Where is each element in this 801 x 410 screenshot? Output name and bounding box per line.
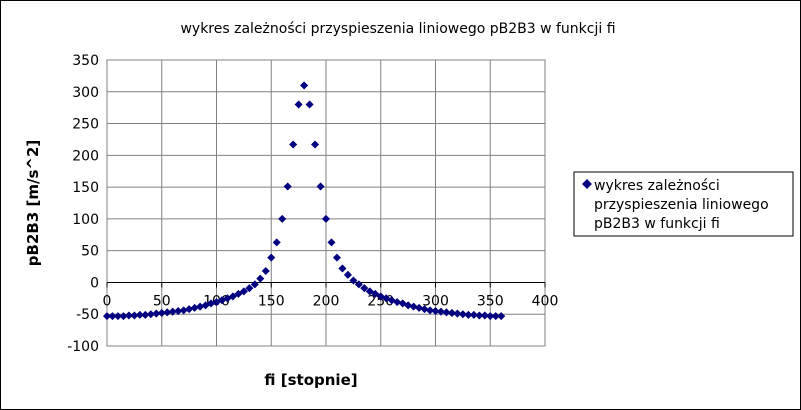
data-point — [228, 292, 237, 301]
data-point — [316, 182, 325, 191]
x-tick-label: 50 — [153, 293, 171, 309]
data-point — [387, 296, 396, 305]
y-tick-label: -100 — [67, 339, 99, 355]
data-point — [311, 140, 320, 149]
legend-entry: wykres zależności przyspieszenia linioweg… — [594, 178, 769, 232]
data-point — [436, 307, 445, 316]
x-axis-line — [106, 281, 546, 288]
data-point — [289, 140, 298, 149]
legend-marker — [582, 179, 592, 189]
data-point — [272, 238, 281, 247]
data-point — [343, 270, 352, 279]
data-point — [256, 274, 265, 283]
data-point — [491, 312, 500, 321]
y-tick-label: 350 — [72, 53, 99, 69]
data-point — [480, 311, 489, 320]
data-point — [305, 100, 314, 109]
data-point — [124, 311, 133, 320]
y-tick-label: -50 — [76, 307, 99, 323]
data-point — [234, 289, 243, 298]
data-point — [102, 312, 112, 321]
data-point — [267, 253, 276, 262]
y-tick-label: 300 — [72, 85, 99, 101]
x-tick-label: 400 — [532, 293, 559, 309]
y-tick-label: 0 — [90, 275, 99, 291]
data-point — [354, 280, 363, 289]
data-point — [371, 289, 380, 298]
data-point — [409, 302, 418, 311]
data-point — [404, 301, 413, 310]
y-tick-labels: 350 300 250 200 150 100 50 0 -50 -100 — [67, 53, 99, 355]
data-point — [415, 303, 424, 312]
data-point — [349, 276, 358, 285]
data-point — [239, 287, 248, 296]
data-point — [278, 214, 287, 223]
x-tick-label: 0 — [103, 293, 112, 309]
data-point — [294, 100, 303, 109]
data-point — [426, 306, 435, 315]
data-point — [135, 310, 144, 319]
data-point — [332, 253, 341, 262]
x-tick-label: 350 — [477, 293, 504, 309]
data-point — [431, 307, 440, 316]
x-tick-label: 150 — [258, 293, 285, 309]
data-point — [327, 238, 336, 247]
data-point — [464, 310, 473, 319]
data-point — [338, 264, 347, 273]
data-point — [486, 312, 495, 321]
x-tick-label: 300 — [422, 293, 449, 309]
data-point — [365, 287, 374, 296]
data-point — [113, 312, 122, 321]
legend-box — [573, 171, 794, 237]
data-point — [360, 284, 369, 293]
data-point — [497, 312, 506, 321]
data-point — [283, 182, 292, 191]
y-tick-label: 150 — [72, 180, 99, 196]
data-point — [245, 284, 254, 293]
data-point — [382, 294, 391, 303]
data-points — [102, 81, 506, 321]
chart-title: wykres zależności przyspieszenia liniowe… — [180, 21, 615, 37]
data-point — [475, 311, 484, 320]
data-point — [420, 305, 429, 314]
legend: wykres zależności przyspieszenia linioweg… — [573, 171, 794, 237]
data-point — [458, 310, 467, 319]
data-point — [442, 308, 451, 317]
data-point — [469, 310, 478, 319]
data-point — [300, 81, 309, 90]
y-axis-label: pB2B3 [m/s^2] — [24, 140, 42, 266]
data-point — [261, 266, 270, 276]
y-tick-label: 50 — [81, 244, 99, 260]
data-point — [108, 312, 117, 321]
data-point — [453, 309, 462, 318]
data-point — [250, 280, 259, 289]
data-point — [393, 298, 402, 307]
data-point — [447, 308, 456, 317]
x-axis-label: fi [stopnie] — [264, 371, 357, 389]
y-tick-label: 200 — [72, 148, 99, 164]
y-tick-label: 250 — [72, 117, 99, 133]
data-point — [321, 214, 331, 223]
y-tick-label: 100 — [72, 212, 99, 228]
x-tick-label: 200 — [313, 293, 340, 309]
